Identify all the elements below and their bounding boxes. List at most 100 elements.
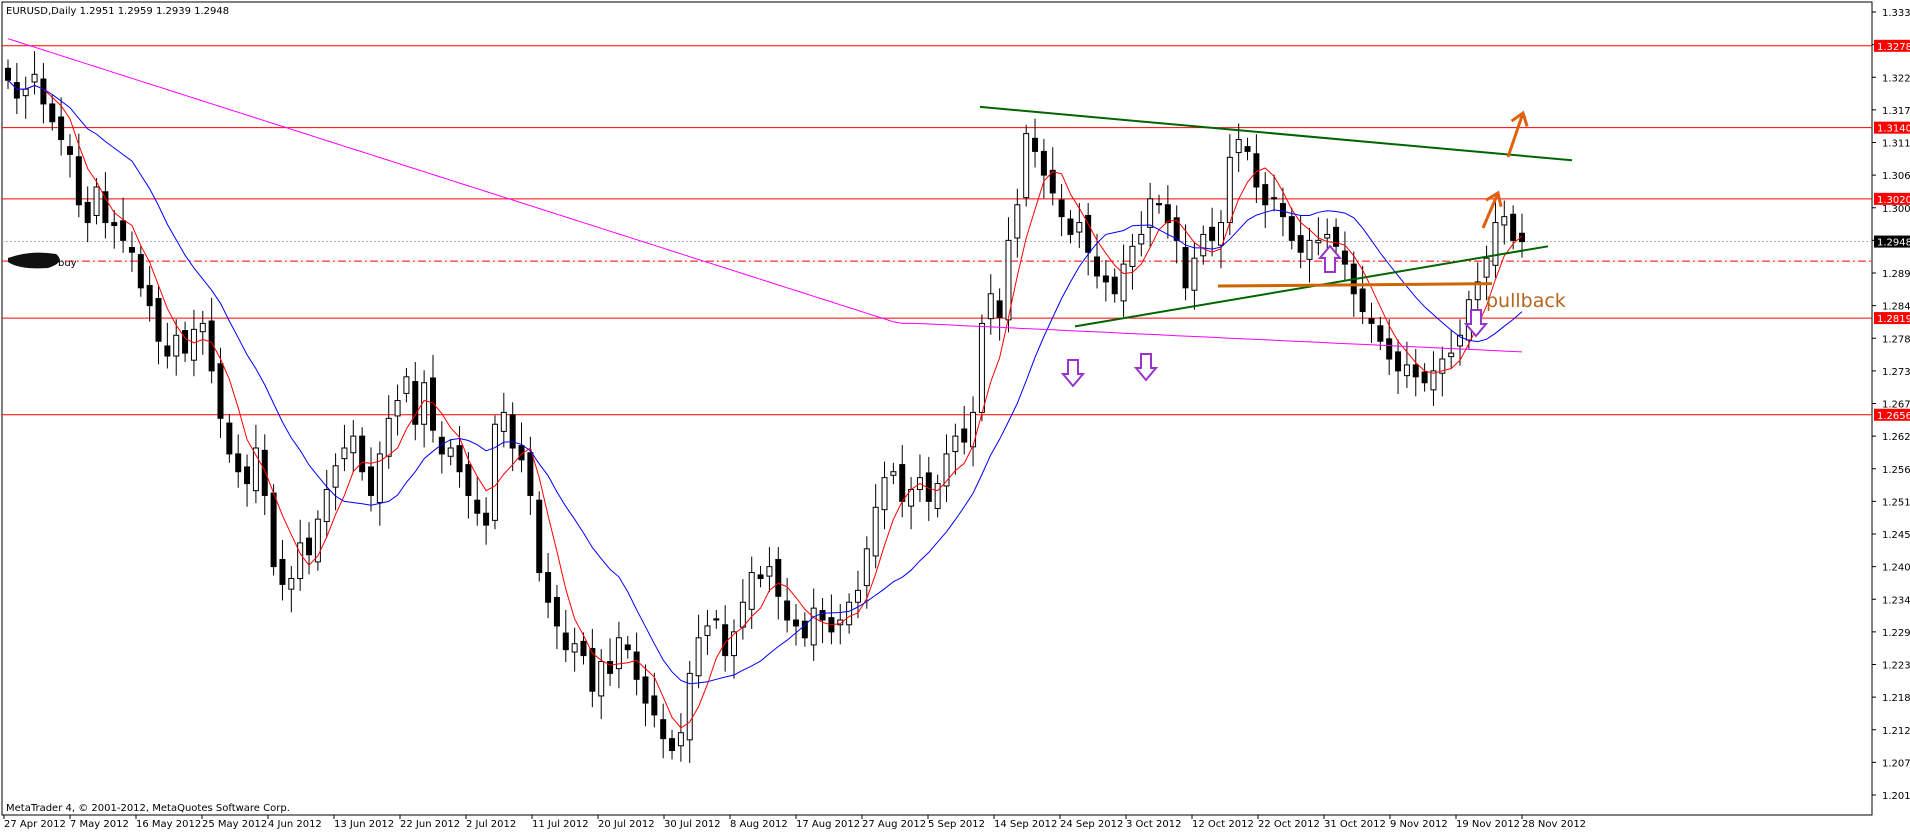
candle-body xyxy=(1217,222,1224,246)
purple-up-arrow-3 xyxy=(1463,309,1489,338)
x-tick-label: 22 Oct 2012 xyxy=(1258,819,1320,830)
ma-fast-line xyxy=(7,79,1523,729)
y-tick-label: 1.3115 xyxy=(1882,139,1910,150)
purple-up-arrow-2 xyxy=(1133,353,1159,382)
candle-body xyxy=(217,363,224,419)
candle-body xyxy=(580,640,587,657)
candle-body xyxy=(1377,325,1384,342)
candle-body xyxy=(40,78,47,105)
orange-arrow-upper-head xyxy=(1510,110,1529,127)
candle-body xyxy=(695,637,702,677)
candle-body xyxy=(607,661,614,674)
candle-body xyxy=(235,453,242,473)
candle-body xyxy=(5,67,11,81)
x-tick-label: 16 May 2012 xyxy=(136,819,201,830)
candle-body xyxy=(987,293,994,320)
triangle-upper-trendline xyxy=(979,105,1573,162)
y-tick-label: 1.3335 xyxy=(1882,8,1910,19)
candle-body xyxy=(1359,288,1366,313)
candle-body xyxy=(881,477,888,511)
candle-body xyxy=(376,453,383,504)
candle-body xyxy=(527,452,534,496)
candle-body xyxy=(819,610,826,621)
candle-body xyxy=(111,222,118,227)
candle-body xyxy=(173,334,180,357)
candle-body xyxy=(359,435,366,473)
candle-body xyxy=(1421,371,1428,384)
candle-body xyxy=(748,572,755,610)
candle-body xyxy=(368,466,375,496)
candle-body xyxy=(49,103,56,123)
candle-body xyxy=(784,600,791,621)
candle-body xyxy=(660,719,667,740)
candle-body xyxy=(1412,364,1419,378)
symbol-header: EURUSD,Daily 1.2951 1.2959 1.2939 1.2948 xyxy=(6,6,229,17)
candle-body xyxy=(474,499,481,514)
candle-body xyxy=(500,411,507,432)
candle-body xyxy=(1076,222,1083,233)
candle-body xyxy=(669,738,676,752)
y-tick-label: 1.2345 xyxy=(1882,595,1910,606)
candle-body xyxy=(1023,133,1030,199)
candle-body xyxy=(1333,226,1340,247)
candle-body xyxy=(1014,204,1021,239)
candle-body xyxy=(1262,184,1269,206)
candle-body xyxy=(128,246,135,253)
support-line xyxy=(1217,282,1493,288)
level-price-label: 1.3278 xyxy=(1877,42,1910,53)
candle-body xyxy=(1368,318,1375,324)
candle-body xyxy=(846,601,853,626)
x-tick-label: 14 Sep 2012 xyxy=(994,819,1057,830)
candle-body xyxy=(1173,217,1180,241)
candle-body xyxy=(536,499,543,574)
x-tick-label: 11 Jul 2012 xyxy=(532,819,589,830)
candle-body xyxy=(1191,257,1198,291)
candle-body xyxy=(1457,334,1464,347)
x-tick-label: 4 Jun 2012 xyxy=(268,819,322,830)
plot-frame xyxy=(1,1,1873,816)
y-tick-label: 1.2510 xyxy=(1882,497,1910,508)
candle-body xyxy=(651,695,658,716)
x-tick-label: 24 Sep 2012 xyxy=(1060,819,1123,830)
level-price-label: 1.3020 xyxy=(1877,195,1910,206)
candle-body xyxy=(1492,222,1499,266)
candle-body xyxy=(31,73,38,83)
candle-body xyxy=(1235,139,1242,154)
candle-body xyxy=(1094,256,1101,277)
pullback-label: pullback xyxy=(1486,290,1566,312)
candle-body xyxy=(244,466,251,485)
candle-body xyxy=(84,201,91,224)
orange-arrow-lower xyxy=(1481,192,1500,229)
candle-body xyxy=(1519,232,1525,243)
candle-body xyxy=(1200,233,1207,257)
x-tick-label: 12 Oct 2012 xyxy=(1192,819,1254,830)
candle-body xyxy=(633,651,640,680)
x-tick-label: 7 May 2012 xyxy=(70,819,129,830)
candle-body xyxy=(350,435,357,454)
candle-body xyxy=(102,191,109,224)
candle-body xyxy=(1102,275,1109,283)
x-tick-label: 25 May 2012 xyxy=(202,819,267,830)
candle-body xyxy=(810,607,817,646)
candle-body xyxy=(120,220,127,241)
orange-arrow-upper xyxy=(1506,112,1525,158)
candle-body xyxy=(1324,233,1331,239)
candle-body xyxy=(1209,226,1216,241)
candle-body xyxy=(731,631,738,657)
candle-body xyxy=(1386,338,1393,360)
candle-body xyxy=(412,381,419,425)
candle-body xyxy=(996,300,1003,318)
y-tick-label: 1.2785 xyxy=(1882,334,1910,345)
x-tick-label: 3 Oct 2012 xyxy=(1126,819,1181,830)
candle-body xyxy=(306,537,313,556)
candle-body xyxy=(199,322,206,333)
candle-body xyxy=(1182,246,1189,289)
candle-body xyxy=(739,601,746,628)
candle-body xyxy=(385,417,392,457)
candle-body xyxy=(252,447,259,492)
candle-body xyxy=(208,320,215,372)
orange-arrow-lower-head xyxy=(1485,190,1503,207)
purple-down-arrow xyxy=(1317,244,1343,273)
